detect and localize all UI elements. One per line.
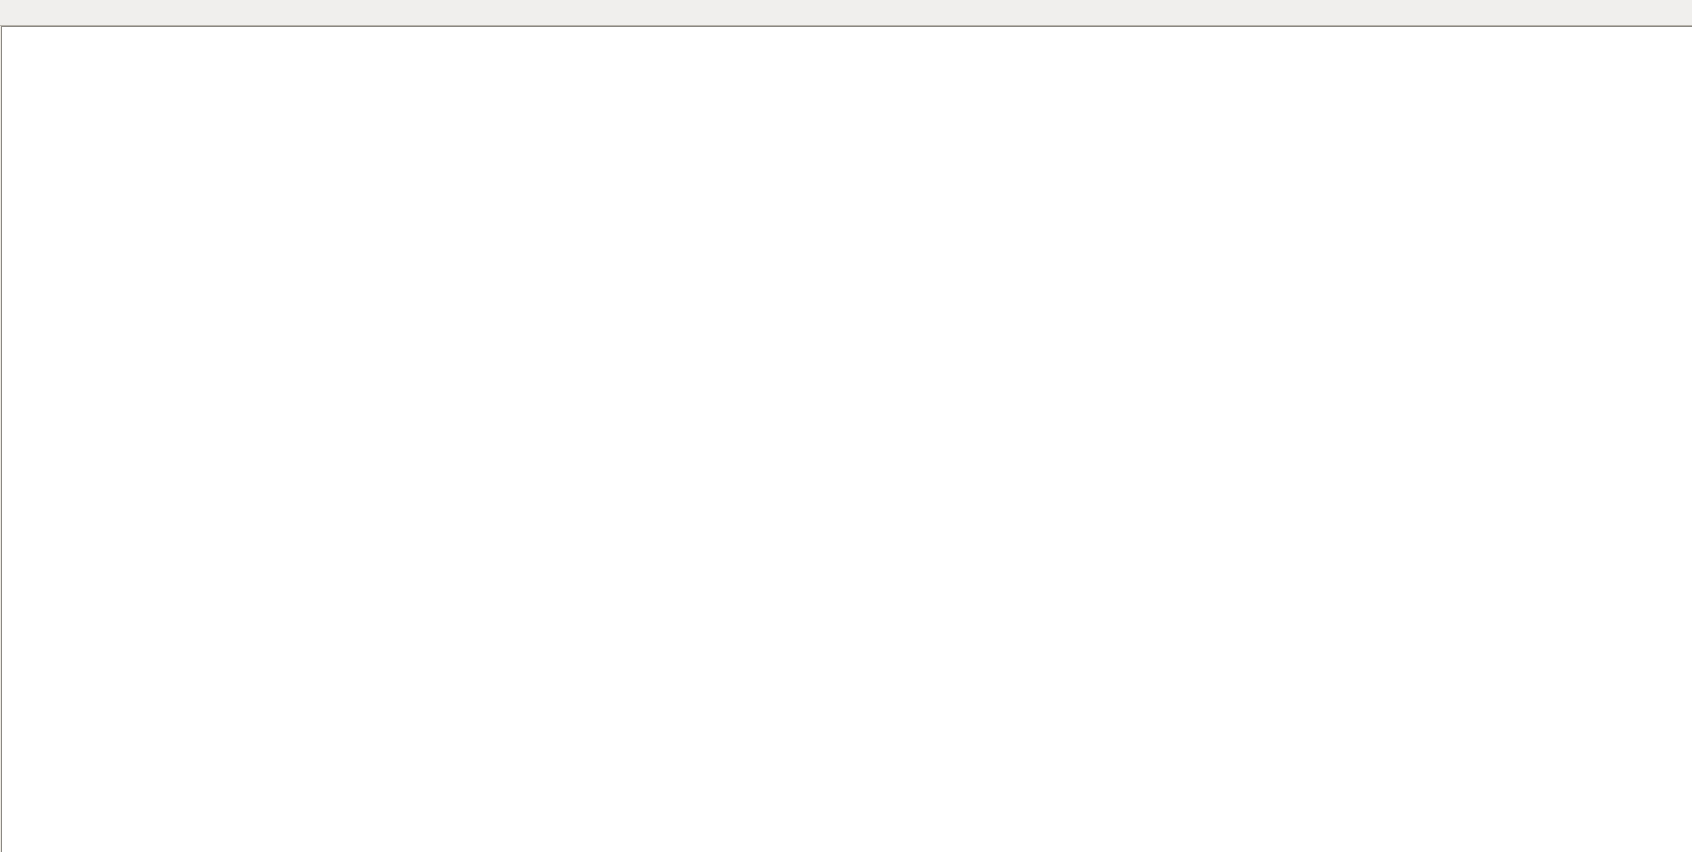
chart-canvas[interactable] (2, 27, 1692, 852)
chart-title-bar (2, 27, 1692, 42)
chart-window (1, 26, 1692, 852)
top-toolbar (0, 0, 1692, 26)
